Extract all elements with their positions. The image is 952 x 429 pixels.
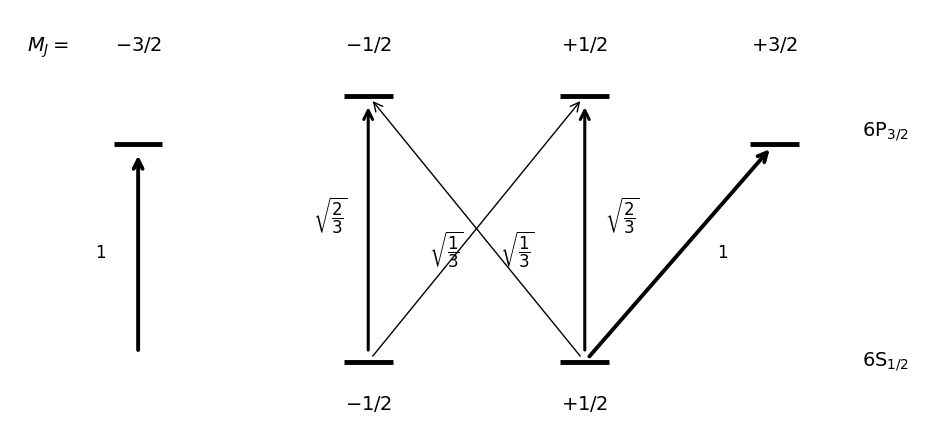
Text: $+3/2$: $+3/2$ (750, 35, 797, 55)
Text: $6\mathrm{P}_{3/2}$: $6\mathrm{P}_{3/2}$ (862, 121, 907, 143)
Text: $-1/2$: $-1/2$ (345, 394, 391, 414)
Text: $6\mathrm{S}_{1/2}$: $6\mathrm{S}_{1/2}$ (862, 350, 908, 373)
Text: 1: 1 (717, 244, 727, 262)
Text: $-3/2$: $-3/2$ (114, 35, 162, 55)
Text: 1: 1 (95, 244, 106, 262)
Text: $\sqrt{\dfrac{1}{3}}$: $\sqrt{\dfrac{1}{3}}$ (499, 230, 534, 270)
Text: $\sqrt{\dfrac{2}{3}}$: $\sqrt{\dfrac{2}{3}}$ (605, 195, 640, 236)
Text: $\sqrt{\dfrac{2}{3}}$: $\sqrt{\dfrac{2}{3}}$ (312, 195, 347, 236)
Text: $\sqrt{\dfrac{1}{3}}$: $\sqrt{\dfrac{1}{3}}$ (428, 230, 464, 270)
Text: $+1/2$: $+1/2$ (561, 394, 607, 414)
Text: $+1/2$: $+1/2$ (561, 35, 607, 55)
Text: $M_J = $: $M_J = $ (27, 35, 69, 60)
Text: $-1/2$: $-1/2$ (345, 35, 391, 55)
